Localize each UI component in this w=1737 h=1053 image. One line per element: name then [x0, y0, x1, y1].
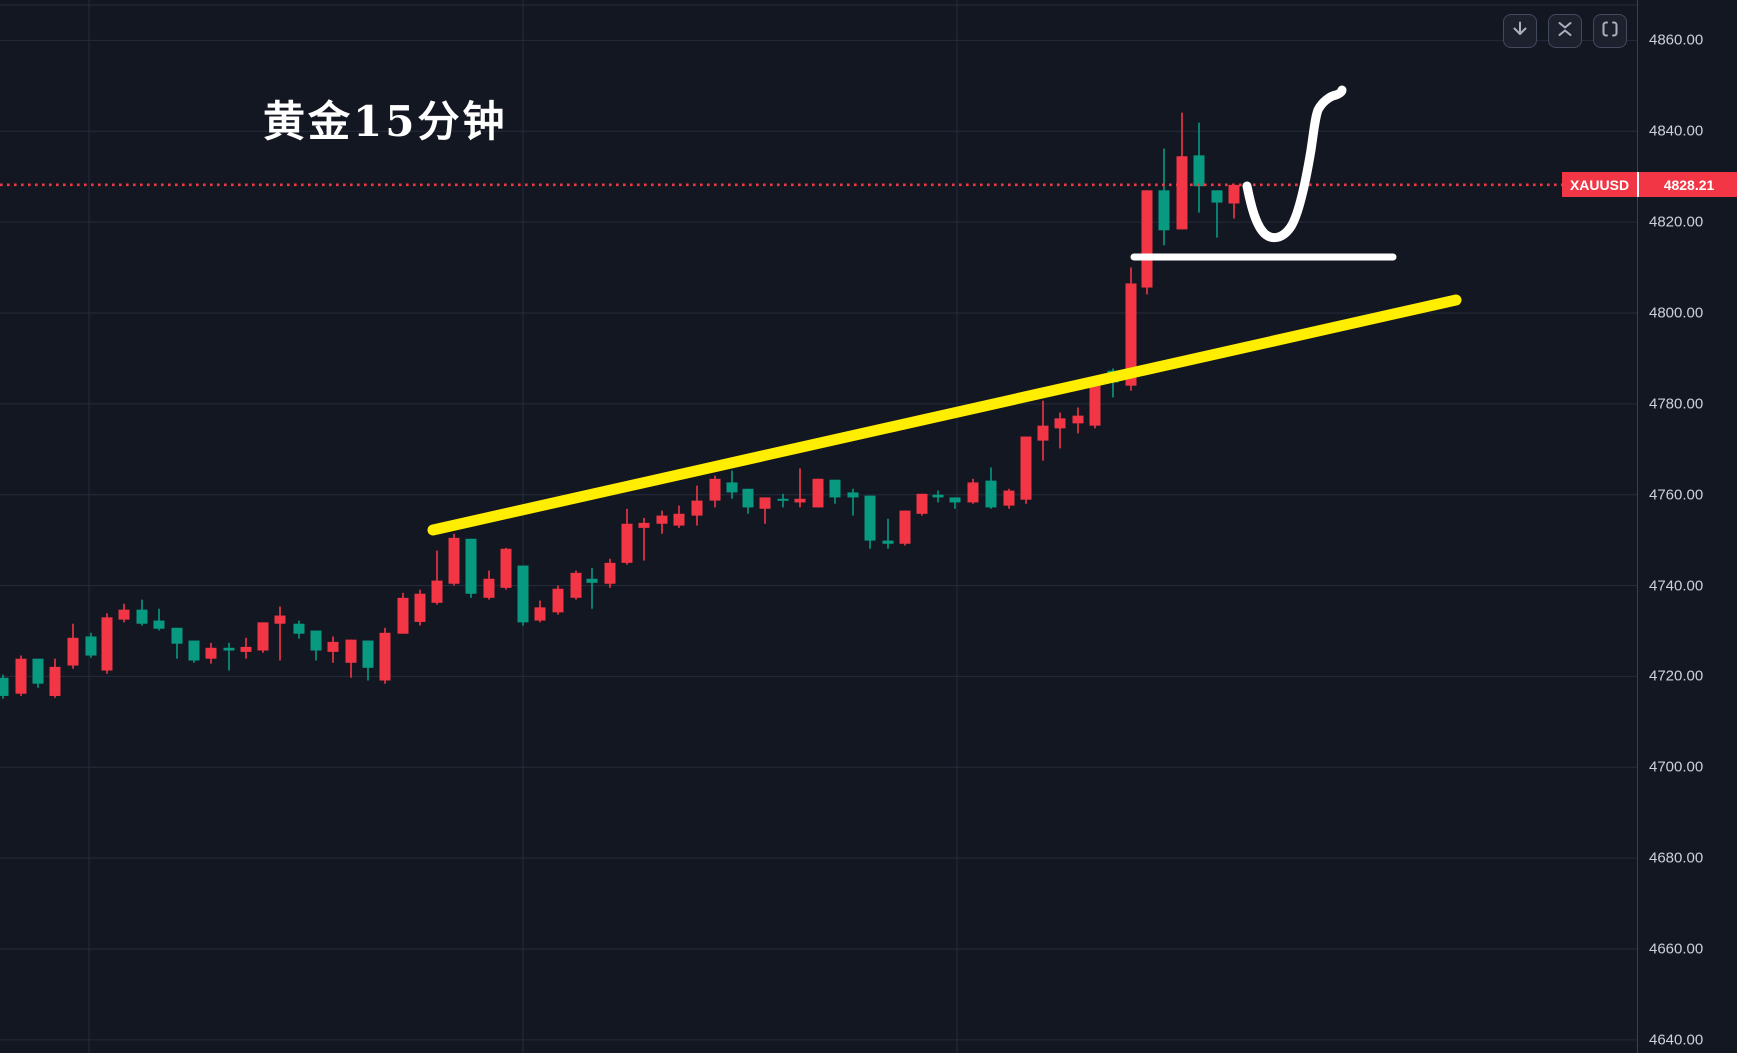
candle-body: [1054, 418, 1066, 429]
candle-body: [85, 636, 97, 656]
price-axis-tick: 4840.00: [1649, 122, 1704, 140]
candle-body: [136, 609, 148, 624]
candle-body: [570, 572, 582, 598]
candle-body: [1089, 378, 1101, 426]
candle-body: [257, 622, 269, 651]
collapse-vertical-icon: [1555, 19, 1575, 44]
price-axis-tick: 4640.00: [1649, 1031, 1704, 1049]
candle-body: [118, 609, 130, 620]
price-axis-tick: 4720.00: [1649, 667, 1704, 685]
candle-body: [638, 522, 650, 528]
candle-body: [517, 565, 529, 623]
candle-body: [985, 480, 997, 508]
price-axis-tick: 4680.00: [1649, 849, 1704, 867]
candle-body: [67, 637, 79, 666]
collapse-panes-button[interactable]: [1548, 14, 1582, 48]
fullscreen-button[interactable]: [1593, 14, 1627, 48]
candle-body: [742, 488, 754, 508]
price-axis-tick: 4740.00: [1649, 577, 1704, 595]
candle-body: [604, 562, 616, 584]
candle-body: [0, 677, 9, 696]
candle-body: [310, 630, 322, 651]
candle-body: [500, 548, 512, 588]
candle-body: [274, 615, 286, 624]
candle-body: [656, 515, 668, 524]
candle-body: [15, 658, 27, 694]
candle-body: [293, 623, 305, 634]
candle-body: [188, 640, 200, 661]
candle-body: [759, 497, 771, 509]
fullscreen-icon: [1600, 19, 1620, 44]
candle-body: [49, 666, 61, 696]
candle-body: [949, 497, 961, 503]
candle-body: [916, 493, 928, 514]
candle-body: [864, 495, 876, 541]
candle-body: [829, 479, 841, 498]
price-axis[interactable]: 4860.00 4840.00 4820.00 4800.00 4780.00 4760.…: [1637, 0, 1737, 1053]
candle-body: [448, 537, 460, 584]
candle-body: [483, 578, 495, 598]
candle-body: [32, 658, 44, 684]
candle-body: [240, 646, 252, 652]
price-axis-tick: 4820.00: [1649, 213, 1704, 231]
candle-body: [153, 620, 165, 629]
candle-body: [534, 607, 546, 621]
candle-body: [205, 647, 217, 659]
candle-body: [882, 540, 894, 544]
candle-body: [101, 617, 113, 671]
candle-body: [1141, 190, 1153, 288]
candle-body: [1020, 436, 1032, 500]
candle-body: [673, 513, 685, 526]
candle-body: [847, 492, 859, 498]
candle-body: [1176, 156, 1188, 230]
chart-title: 黄金15分钟: [263, 97, 508, 146]
candle-body: [379, 632, 391, 681]
candle-body: [345, 639, 357, 663]
price-axis-tick: 4780.00: [1649, 395, 1704, 413]
candle-body: [1158, 190, 1170, 231]
price-axis-tick: 4760.00: [1649, 486, 1704, 504]
price-axis-tick: 4700.00: [1649, 758, 1704, 776]
candle-body: [1193, 155, 1205, 187]
price-axis-tick: 4660.00: [1649, 940, 1704, 958]
candle-body: [812, 478, 824, 508]
candle-body: [171, 627, 183, 644]
scroll-down-button[interactable]: [1503, 14, 1537, 48]
candle-body: [777, 498, 789, 501]
price-axis-tick: 4800.00: [1649, 304, 1704, 322]
candle-body: [552, 588, 564, 613]
candle-body: [1125, 283, 1137, 386]
candle-body: [967, 482, 979, 503]
candle-body: [397, 597, 409, 634]
candle-body: [709, 478, 721, 501]
candle-body: [223, 647, 235, 651]
candle-body: [1228, 184, 1240, 204]
price-axis-tick: 4860.00: [1649, 31, 1704, 49]
candle-body: [932, 494, 944, 498]
candle-body: [1003, 490, 1015, 506]
candle-body: [586, 578, 598, 583]
candle-body: [414, 593, 426, 622]
last-price-value: 4828.21: [1637, 172, 1737, 198]
last-price-tag: XAUUSD 4828.21: [1562, 172, 1737, 198]
candle-body: [1037, 425, 1049, 441]
candle-body: [465, 538, 477, 594]
candle-body: [899, 510, 911, 544]
candle-body: [621, 523, 633, 563]
white-projection-curve: [1242, 85, 1347, 243]
candle-body: [431, 580, 443, 603]
candle-body: [362, 640, 374, 668]
ticker-label: XAUUSD: [1562, 172, 1637, 198]
candle-body: [726, 482, 738, 493]
yellow-trendline: [427, 294, 1462, 536]
candle-body: [1211, 190, 1223, 203]
arrow-down-icon: [1510, 19, 1530, 44]
candle-body: [794, 498, 806, 503]
candle-body: [1072, 415, 1084, 424]
candle-body: [327, 641, 339, 652]
candle-body: [691, 500, 703, 516]
